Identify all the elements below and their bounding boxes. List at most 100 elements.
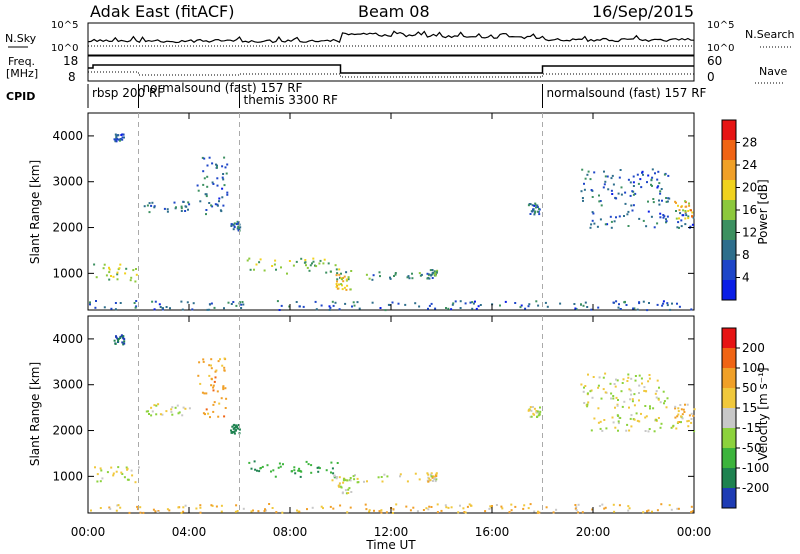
data-cell xyxy=(202,183,205,186)
noise-sky-line xyxy=(87,30,695,44)
data-cell xyxy=(436,269,439,272)
data-cell xyxy=(151,410,154,413)
data-cell xyxy=(240,307,243,309)
data-cell xyxy=(648,377,651,380)
data-cell xyxy=(633,393,636,396)
data-cell xyxy=(256,469,258,472)
data-cell xyxy=(444,504,447,507)
data-cell xyxy=(686,420,689,423)
data-cell xyxy=(233,430,236,433)
data-cell xyxy=(656,186,659,189)
data-cell xyxy=(317,470,320,473)
data-cell xyxy=(387,303,390,306)
data-cell xyxy=(581,197,584,199)
data-cell xyxy=(418,272,421,275)
data-cell xyxy=(288,260,291,262)
noise-left-tick-high: 10^5 xyxy=(51,20,78,31)
data-cell xyxy=(139,506,142,509)
data-cell xyxy=(682,408,685,411)
data-cell xyxy=(210,358,213,361)
data-cell xyxy=(407,275,410,278)
data-cell xyxy=(175,206,177,209)
data-cell xyxy=(628,406,630,409)
data-cell xyxy=(657,417,660,419)
data-cell xyxy=(644,405,647,407)
data-cell xyxy=(621,405,624,408)
data-cell xyxy=(333,474,336,477)
data-cell xyxy=(354,474,356,477)
data-cell xyxy=(536,410,539,413)
data-cell xyxy=(237,221,240,224)
data-cell xyxy=(597,386,600,389)
data-cell xyxy=(416,510,419,513)
data-cell xyxy=(114,133,117,136)
colorbar-frame xyxy=(721,327,737,509)
data-cell xyxy=(677,413,680,416)
data-cell xyxy=(319,259,322,262)
data-cell xyxy=(238,227,241,229)
data-cell xyxy=(589,178,592,181)
data-cell xyxy=(115,336,118,339)
data-cell xyxy=(684,210,687,212)
data-cell xyxy=(610,189,613,192)
data-cell xyxy=(692,414,695,417)
data-cell xyxy=(430,302,433,305)
data-cell xyxy=(624,202,627,205)
data-cell xyxy=(657,170,660,173)
colorbar-swatch xyxy=(722,220,736,241)
data-cell xyxy=(357,481,360,484)
colorbar-swatch xyxy=(722,180,736,201)
data-cell xyxy=(666,304,669,307)
data-cell xyxy=(678,209,681,212)
data-cell xyxy=(530,415,533,418)
data-cell xyxy=(203,157,206,160)
data-cell xyxy=(596,225,599,228)
data-cell xyxy=(675,210,677,212)
data-cell xyxy=(340,283,343,286)
data-cell xyxy=(220,504,223,507)
data-cell xyxy=(452,302,455,305)
data-cell xyxy=(617,420,620,423)
colorbar-swatch xyxy=(722,448,736,469)
data-cell xyxy=(575,308,578,311)
data-cell xyxy=(534,203,537,206)
data-cell xyxy=(234,510,237,513)
data-cell xyxy=(296,509,298,512)
data-cell xyxy=(221,165,224,168)
data-cell xyxy=(278,462,281,465)
data-cell xyxy=(614,406,616,409)
data-cell xyxy=(528,409,531,412)
data-cell xyxy=(292,264,295,267)
data-cell xyxy=(661,199,663,202)
data-cell xyxy=(371,301,374,304)
data-cell xyxy=(182,201,185,203)
data-cell xyxy=(529,415,532,418)
data-cell xyxy=(534,210,537,213)
data-cell xyxy=(462,507,465,510)
data-cell xyxy=(584,177,587,180)
data-cell xyxy=(249,268,252,271)
data-cell xyxy=(173,201,176,204)
data-cell xyxy=(114,342,117,345)
data-cell xyxy=(587,401,590,404)
data-cell xyxy=(210,364,212,367)
data-cell xyxy=(253,460,256,463)
data-cell xyxy=(298,467,301,470)
data-cell xyxy=(612,301,615,304)
data-cell xyxy=(538,413,541,416)
data-cell xyxy=(212,183,215,185)
data-cell xyxy=(216,166,218,169)
data-cell xyxy=(335,476,338,478)
data-cell xyxy=(118,139,121,142)
data-cell xyxy=(242,507,245,510)
data-cell xyxy=(590,429,593,432)
data-cell xyxy=(275,511,278,514)
data-cell xyxy=(182,506,185,509)
data-cell xyxy=(624,191,627,194)
data-cell xyxy=(286,272,288,275)
data-cell xyxy=(216,177,219,180)
data-cell xyxy=(647,380,650,383)
data-cell xyxy=(599,427,602,430)
data-cell xyxy=(618,176,621,179)
data-cell xyxy=(330,461,333,464)
